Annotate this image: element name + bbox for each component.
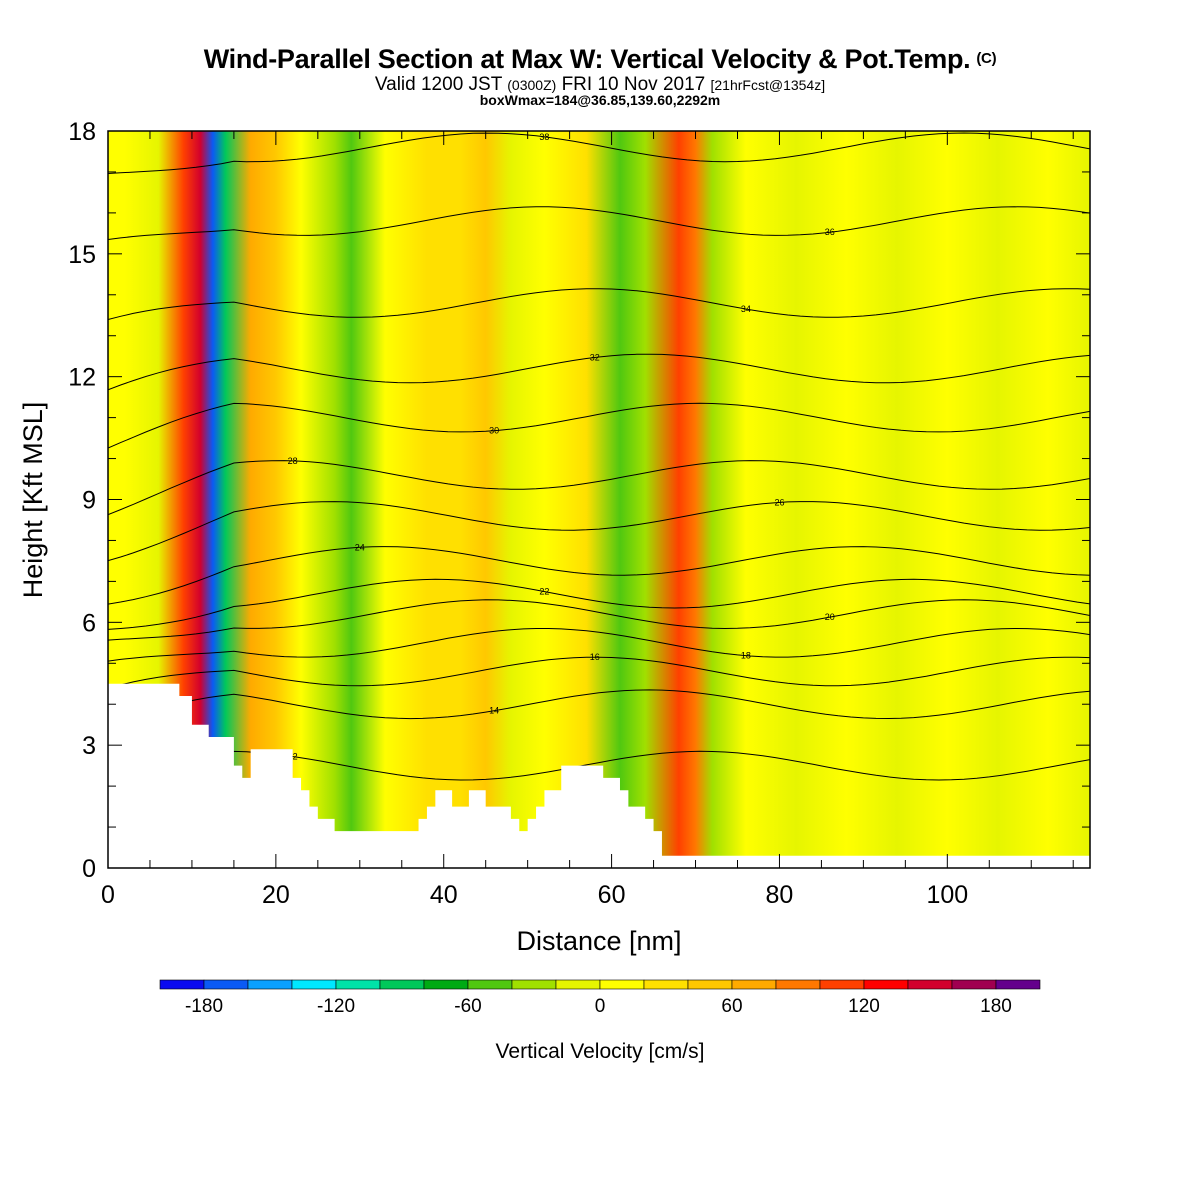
colorbar-swatch-8 (511, 979, 557, 990)
y-tick-label-6: 6 (82, 609, 96, 637)
colorbar-swatch-11 (643, 979, 689, 990)
chart-title-main: Wind-Parallel Section at Max W: Vertical… (203, 44, 971, 74)
colorbar: -180 -120 -60 0 60 120 180 (159, 979, 1041, 1017)
valid-date: FRI 10 Nov 2017 (561, 74, 706, 95)
colorbar-swatch-4 (335, 979, 381, 990)
theta-label-34: 34 (741, 304, 751, 314)
theta-label-16: 16 (590, 652, 600, 662)
valid-utc: (0300Z) (507, 77, 557, 93)
colorbar-label-3: 0 (595, 996, 606, 1017)
x-axis-label: Distance [nm] (516, 926, 681, 956)
colorbar-swatch-18 (951, 979, 997, 990)
theta-label-28: 28 (288, 456, 298, 466)
colorbar-title: Vertical Velocity [cm/s] (496, 1040, 705, 1063)
colorbar-swatch-12 (687, 979, 733, 990)
theta-contour-26 (108, 501, 1090, 562)
y-tick-label-18: 18 (68, 118, 96, 146)
copyright-mark: (C) (976, 50, 997, 67)
colorbar-swatch-15 (819, 979, 865, 990)
theta-label-18: 18 (741, 651, 751, 661)
theta-contour-18 (108, 627, 1090, 662)
y-tick-label-3: 3 (82, 732, 96, 760)
theta-label-32: 32 (590, 352, 600, 362)
velocity-field (108, 131, 1090, 868)
colorbar-swatch-1 (203, 979, 249, 990)
colorbar-swatch-13 (731, 979, 777, 990)
y-tick-label-15: 15 (68, 241, 96, 269)
y-axis-label: Height [Kft MSL] (18, 402, 48, 599)
colorbar-label-5: 120 (848, 996, 880, 1017)
colorbar-swatch-19 (995, 979, 1041, 990)
colorbar-swatch-9 (555, 979, 601, 990)
colorbar-label-4: 60 (721, 996, 742, 1017)
colorbar-label-1: -120 (317, 996, 355, 1017)
theta-contour-14 (108, 689, 1090, 727)
y-tick-label-9: 9 (82, 487, 96, 515)
theta-contour-30 (108, 402, 1090, 449)
theta-contour-20 (108, 599, 1090, 641)
x-tick-label-20: 20 (262, 881, 290, 909)
colorbar-swatch-7 (467, 979, 513, 990)
colorbar-swatch-10 (599, 979, 645, 990)
terrain-mask (108, 683, 1090, 868)
chart-title: Wind-Parallel Section at Max W: Vertical… (0, 44, 1200, 75)
valid-time-line: Valid 1200 JST (0300Z) FRI 10 Nov 2017 [… (0, 74, 1200, 96)
box-wmax-info: boxWmax=184@36.85,139.60,2292m (479, 92, 721, 108)
colorbar-swatch-0 (159, 979, 205, 990)
theta-label-20: 20 (825, 612, 835, 622)
colorbar-label-2: -60 (454, 996, 481, 1017)
theta-label-22: 22 (539, 587, 549, 597)
theta-contour-24 (108, 546, 1090, 605)
theta-contour-34 (108, 288, 1090, 320)
x-tick-label-0: 0 (101, 881, 115, 909)
colorbar-swatch-2 (247, 979, 293, 990)
theta-label-38: 38 (539, 132, 549, 142)
theta-contour-22 (108, 578, 1090, 630)
theta-contour-32 (108, 353, 1090, 391)
theta-contour-38 (108, 132, 1090, 174)
colorbar-swatch-6 (423, 979, 469, 990)
theta-label-30: 30 (489, 426, 499, 436)
x-tick-label-40: 40 (430, 881, 458, 909)
x-tick-label-100: 100 (926, 881, 968, 909)
theta-label-14: 14 (489, 706, 499, 716)
theta-contour-36 (108, 206, 1090, 240)
x-tick-label-80: 80 (766, 881, 794, 909)
theta-contour-28 (108, 460, 1090, 516)
theta-label-26: 26 (774, 497, 784, 507)
theta-label-24: 24 (355, 542, 365, 552)
theta-label-36: 36 (825, 227, 835, 237)
colorbar-swatch-17 (907, 979, 953, 990)
y-tick-label-0: 0 (82, 855, 96, 883)
colorbar-swatch-3 (291, 979, 337, 990)
x-tick-label-60: 60 (598, 881, 626, 909)
theta-contours: 1214161820222426283032343638 (108, 132, 1090, 797)
colorbar-swatch-5 (379, 979, 425, 990)
y-tick-label-12: 12 (68, 364, 96, 392)
forecast-info: [21hrFcst@1354z] (710, 77, 826, 93)
valid-prefix: Valid 1200 JST (374, 74, 502, 95)
theta-contour-16 (108, 656, 1090, 689)
colorbar-swatch-16 (863, 979, 909, 990)
colorbar-swatch-14 (775, 979, 821, 990)
colorbar-label-0: -180 (185, 996, 223, 1017)
colorbar-label-6: 180 (980, 996, 1012, 1017)
plot-area: 1214161820222426283032343638 (108, 131, 1090, 868)
